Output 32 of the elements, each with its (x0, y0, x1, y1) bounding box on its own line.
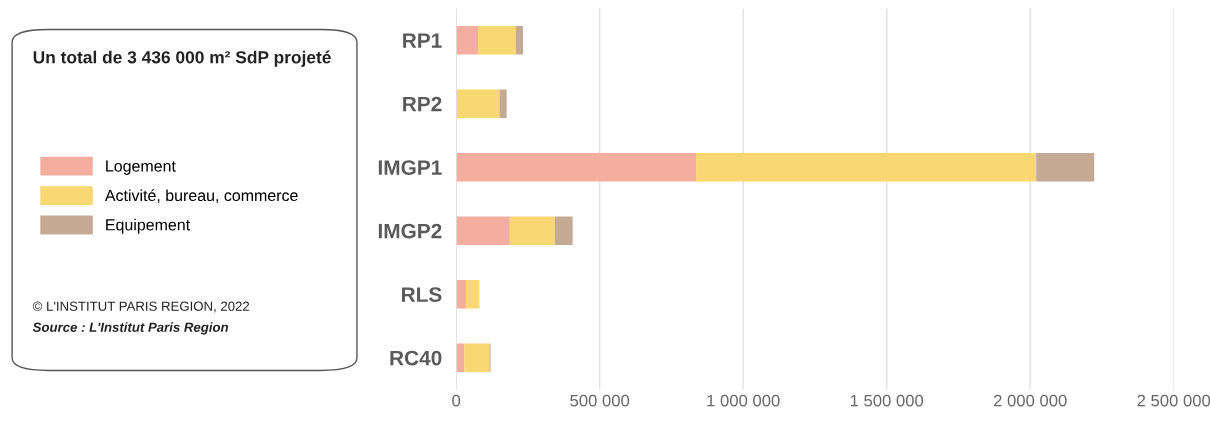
bar (1036, 152, 1095, 182)
bar (456, 152, 697, 182)
source-note: Source : L'Institut Paris Region (32, 322, 229, 335)
legend-label: Logement (106, 160, 176, 175)
x-tick-label: 500 000 (570, 394, 630, 407)
bar (456, 216, 510, 245)
legend-label: Equipement (106, 218, 191, 234)
bar (696, 152, 1037, 182)
legend-label: Activité, bureau, commerce (104, 189, 298, 203)
y-tick-label: RP1 (403, 33, 442, 48)
bar (465, 279, 480, 309)
bar (456, 25, 478, 55)
x-tick-label: 1 500 000 (850, 394, 924, 407)
bar (509, 216, 555, 245)
text: © L'INSTITUT PARIS REGION, 2022 (32, 301, 250, 313)
y-tick-label: RP2 (403, 96, 442, 112)
y-tick-label: IMGP1 (378, 160, 442, 175)
bar (515, 25, 524, 55)
bar (464, 343, 490, 372)
bar (477, 25, 516, 55)
y-tick-label: RC40 (390, 350, 442, 366)
text: Un total de 3 436 000 m² SdP projeté (33, 50, 331, 67)
bar (457, 89, 500, 118)
bar (499, 89, 507, 118)
bar (456, 279, 466, 309)
x-tick-label: 0 (452, 394, 461, 407)
x-tick-label: 2 500 000 (1137, 394, 1210, 407)
x-tick-label: 1 000 000 (707, 394, 780, 407)
y-tick-label: IMGP2 (378, 223, 442, 239)
bar (554, 216, 573, 245)
x-tick-label: 2 000 000 (993, 394, 1067, 407)
y-tick-label: RLS (402, 287, 442, 302)
